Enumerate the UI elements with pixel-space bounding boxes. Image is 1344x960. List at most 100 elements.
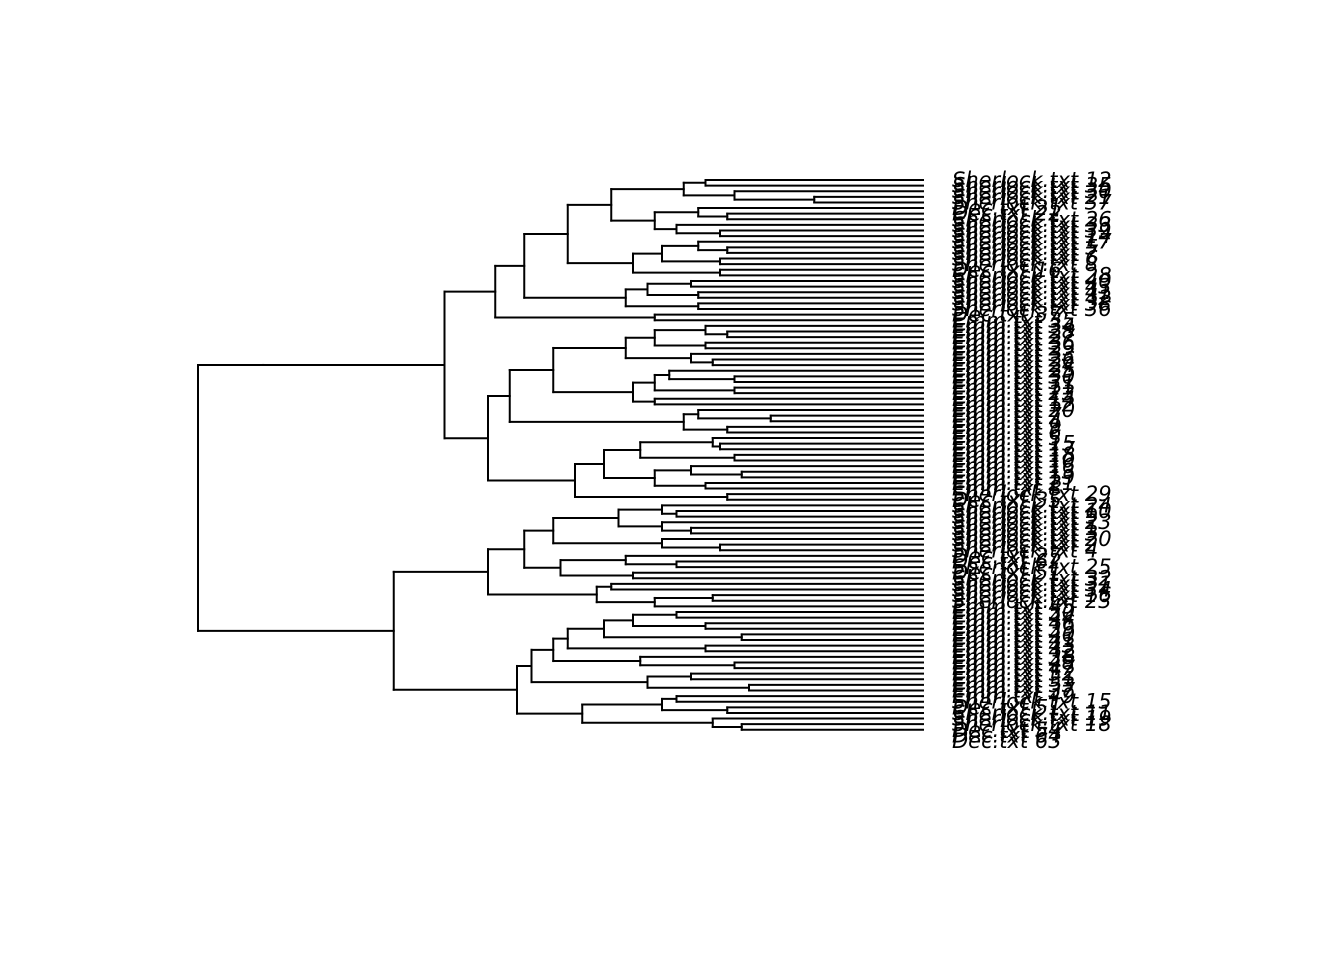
leaf-label: Sherlock.txt 40 [952, 269, 1112, 293]
leaf-label: Sherlock.txt 39 [952, 218, 1112, 242]
leaf-label: Sherlock.txt 3 [952, 521, 1098, 545]
leaf-label: Sherlock.txt 19 [952, 707, 1112, 731]
leaf-label: Emm.txt 13 [952, 460, 1075, 484]
leaf-label: Emm.txt 33 [952, 342, 1075, 366]
leaf-label: Dec.txt 51 [952, 695, 1062, 719]
leaf-label: Emm.txt 50 [952, 600, 1075, 624]
leaf-label: Emm.txt 28 [952, 319, 1075, 343]
leaf-label: Sherlock.txt 16 [952, 583, 1112, 607]
leaf-label: Sherlock.txt 29 [952, 482, 1112, 506]
leaf-label: Dec.txt 63 [952, 729, 1062, 753]
leaf-label: Emm.txt 9 [952, 415, 1062, 439]
leaf-label: Sherlock.txt 36 [952, 297, 1112, 321]
leaf-label: Emm.txt 23 [952, 381, 1075, 405]
leaf-label: Sherlock.txt 24 [952, 493, 1112, 517]
leaf-label: Sherlock.txt 23 [952, 589, 1112, 613]
leaf-label: Emm.txt 36 [952, 331, 1075, 355]
leaf-label: Sherlock.txt 32 [952, 566, 1112, 590]
leaf-label: Sherlock.txt 23 [952, 510, 1112, 534]
leaf-label: Emm.txt 18 [952, 443, 1075, 467]
leaf-label: Emm.txt 35 [952, 308, 1075, 332]
leaf-label: Sherlock.txt 1 [952, 516, 1098, 540]
leaf-label: Dec.txt 37 [952, 303, 1062, 327]
leaf-label: Emm.txt 40 [952, 622, 1075, 646]
leaf-label: Emm.txt 29 [952, 336, 1075, 360]
leaf-label: Dec.txt 62 [952, 549, 1062, 573]
leaf-label: Emm.txt 53 [952, 673, 1075, 697]
leaf-label: Sherlock.txt 28 [952, 263, 1112, 287]
leaf-label: Sherlock.txt 37 [952, 190, 1112, 214]
leaf-label: Emm.txt 51 [952, 667, 1075, 691]
leaf-label: Sherlock.txt 42 [952, 286, 1112, 310]
leaf-label: Emm.txt 15 [952, 432, 1075, 456]
leaf-label: Sherlock.txt 31 [952, 572, 1112, 596]
leaf-label: Sherlock.txt 14 [952, 224, 1112, 248]
leaf-label: Emm.txt 34 [952, 314, 1075, 338]
leaf-label: Dec.txt 54 [952, 718, 1062, 742]
leaf-label: Emm.txt 31 [952, 370, 1075, 394]
leaf-label: Dec.txt 51 [952, 561, 1062, 585]
leaf-label: Emm.txt 38 [952, 645, 1075, 669]
leaf-label: Emm.txt 42 [952, 639, 1075, 663]
leaf-label: Dec.txt 35 [952, 488, 1062, 512]
leaf-label: Dec.txt 27 [952, 544, 1062, 568]
leaf-label: Sherlock.txt 33 [952, 213, 1112, 237]
leaf-label: Dec.txt 64 [952, 723, 1062, 747]
leaf-label: Emm.txt 4 [952, 409, 1062, 433]
leaf-label: Sherlock.txt 10 [952, 499, 1112, 523]
leaf-label: Dec.txt 21 [952, 196, 1062, 220]
leaf-label: Sherlock.txt 11 [952, 701, 1112, 725]
dendrogram-edges [197, 179, 924, 731]
leaf-label: Sherlock.txt 6 [952, 247, 1098, 271]
leaf-label: Emm.txt 43 [952, 634, 1075, 658]
leaf-label: Sherlock.txt 25 [952, 555, 1112, 579]
leaf-label: Emm.txt 46 [952, 611, 1075, 635]
leaf-label: Sherlock.txt 8 [952, 252, 1098, 276]
leaf-label: Sherlock.txt 5 [952, 235, 1098, 259]
leaf-label: Emm.txt 44 [952, 606, 1075, 630]
leaf-label: Sherlock.txt 9 [952, 505, 1098, 529]
leaf-label: Emm.txt 26 [952, 348, 1075, 372]
leaf-label: Sherlock.txt 18 [952, 712, 1112, 736]
leaf-label: Emm.txt 27 [952, 325, 1076, 349]
leaf-label: Sherlock.txt 2 [952, 533, 1098, 557]
leaf-label: Emm.txt 41 [952, 628, 1075, 652]
leaf-label: Dec.txt 16 [952, 258, 1062, 282]
leaf-label: Emm.txt 24 [952, 353, 1075, 377]
leaf-label: Sherlock.txt 41 [952, 280, 1112, 304]
leaf-label: Sherlock.txt 4 [952, 538, 1098, 562]
leaf-label: Emm.txt 52 [952, 662, 1075, 686]
leaf-label: Emm.txt 19 [952, 465, 1075, 489]
leaf-label: Sherlock.txt 34 [952, 578, 1112, 602]
leaf-label: Emm.txt 45 [952, 594, 1075, 618]
leaf-label: Emm.txt 49 [952, 684, 1075, 708]
leaf-label: Emm.txt 16 [952, 454, 1075, 478]
leaf-label: Sherlock.txt 30 [952, 179, 1112, 203]
leaf-label: Emm.txt 6 [952, 420, 1062, 444]
leaf-label: Emm.txt 17 [952, 437, 1076, 461]
leaf-label: Sherlock.txt 38 [952, 291, 1112, 315]
leaf-label: Emm.txt 47 [952, 656, 1076, 680]
leaf-label: Emm.txt 7 [952, 404, 1062, 428]
leaf-label: Emm.txt 25 [952, 359, 1075, 383]
leaf-label: Sherlock.txt 7 [952, 241, 1099, 265]
leaf-label: Sherlock.txt 26 [952, 207, 1112, 231]
leaf-label: Sherlock.txt 21 [952, 185, 1112, 209]
leaf-label: Emm.txt 39 [952, 617, 1075, 641]
leaf-label: Sherlock.txt 20 [952, 527, 1112, 551]
leaf-label: Emm.txt 11 [952, 376, 1075, 400]
leaf-label: Sherlock.txt 12 [952, 168, 1112, 192]
leaf-label: Emm.txt 5 [952, 426, 1062, 450]
leaf-label: Emm.txt 10 [952, 449, 1075, 473]
leaf-label: Emm.txt 20 [952, 398, 1075, 422]
leaf-label: Emm.txt 21 [952, 471, 1075, 495]
leaf-label: Emm.txt 8 [952, 477, 1062, 501]
leaf-label: Emm.txt 37 [952, 679, 1076, 703]
leaf-label: Sherlock.txt 17 [952, 230, 1112, 254]
leaf-label: Emm.txt 48 [952, 650, 1075, 674]
leaf-label: Sherlock.txt 43 [952, 275, 1112, 299]
leaf-label: Emm.txt 14 [952, 387, 1075, 411]
leaf-label: Emm.txt 30 [952, 364, 1075, 388]
